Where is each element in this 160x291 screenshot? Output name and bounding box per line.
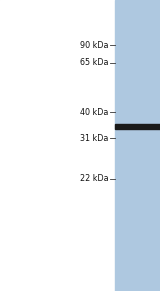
Bar: [115, 0, 160, 291]
Bar: [0, 0, 115, 291]
Text: 31 kDa: 31 kDa: [80, 134, 109, 143]
Bar: [115, 124, 160, 129]
Text: 90 kDa: 90 kDa: [80, 41, 109, 49]
Text: 40 kDa: 40 kDa: [80, 108, 109, 116]
Text: 65 kDa: 65 kDa: [80, 58, 109, 67]
Text: 22 kDa: 22 kDa: [80, 175, 109, 183]
